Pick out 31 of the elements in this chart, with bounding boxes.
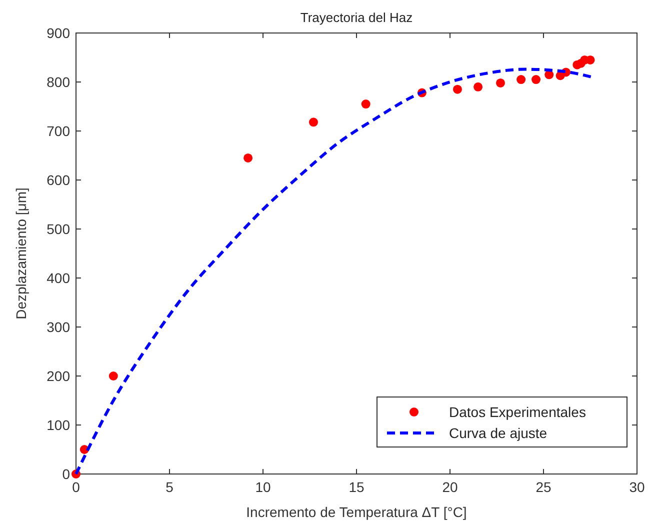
point xyxy=(308,118,318,127)
point xyxy=(452,84,462,94)
point xyxy=(361,100,370,109)
point xyxy=(496,78,505,88)
y-tick-label: 600 xyxy=(46,172,70,188)
point xyxy=(474,82,483,92)
y-tick-label: 800 xyxy=(46,74,70,90)
chart-title: Trayectoria del Haz xyxy=(300,10,413,25)
x-tick-label: 10 xyxy=(255,479,271,495)
y-tick-label: 100 xyxy=(46,417,70,433)
y-tick-label: 300 xyxy=(46,319,70,335)
x-tick-label: 25 xyxy=(536,479,552,495)
y-axis-title: Dezplazamiento [μm] xyxy=(13,188,29,320)
y-tick-label: 400 xyxy=(46,270,70,286)
x-tick-label: 0 xyxy=(72,479,80,495)
x-tick-label: 5 xyxy=(166,479,174,495)
y-tick-label: 0 xyxy=(62,466,70,482)
point xyxy=(516,75,526,84)
x-tick-label: 15 xyxy=(348,479,364,495)
y-tick-label: 200 xyxy=(46,368,70,384)
y-tick-label: 500 xyxy=(46,221,70,237)
y-tick-label: 700 xyxy=(46,123,70,139)
point xyxy=(244,153,253,162)
x-axis-title: Incremento de Temperatura ΔT [°C] xyxy=(246,504,467,520)
legend-label: Curva de ajuste xyxy=(449,425,548,441)
y-tick-label: 900 xyxy=(46,25,70,41)
x-tick-label: 30 xyxy=(629,479,645,495)
point xyxy=(108,372,118,380)
point xyxy=(532,75,541,84)
x-tick-label: 20 xyxy=(442,479,458,495)
legend-label: Datos Experimentales xyxy=(449,404,586,420)
